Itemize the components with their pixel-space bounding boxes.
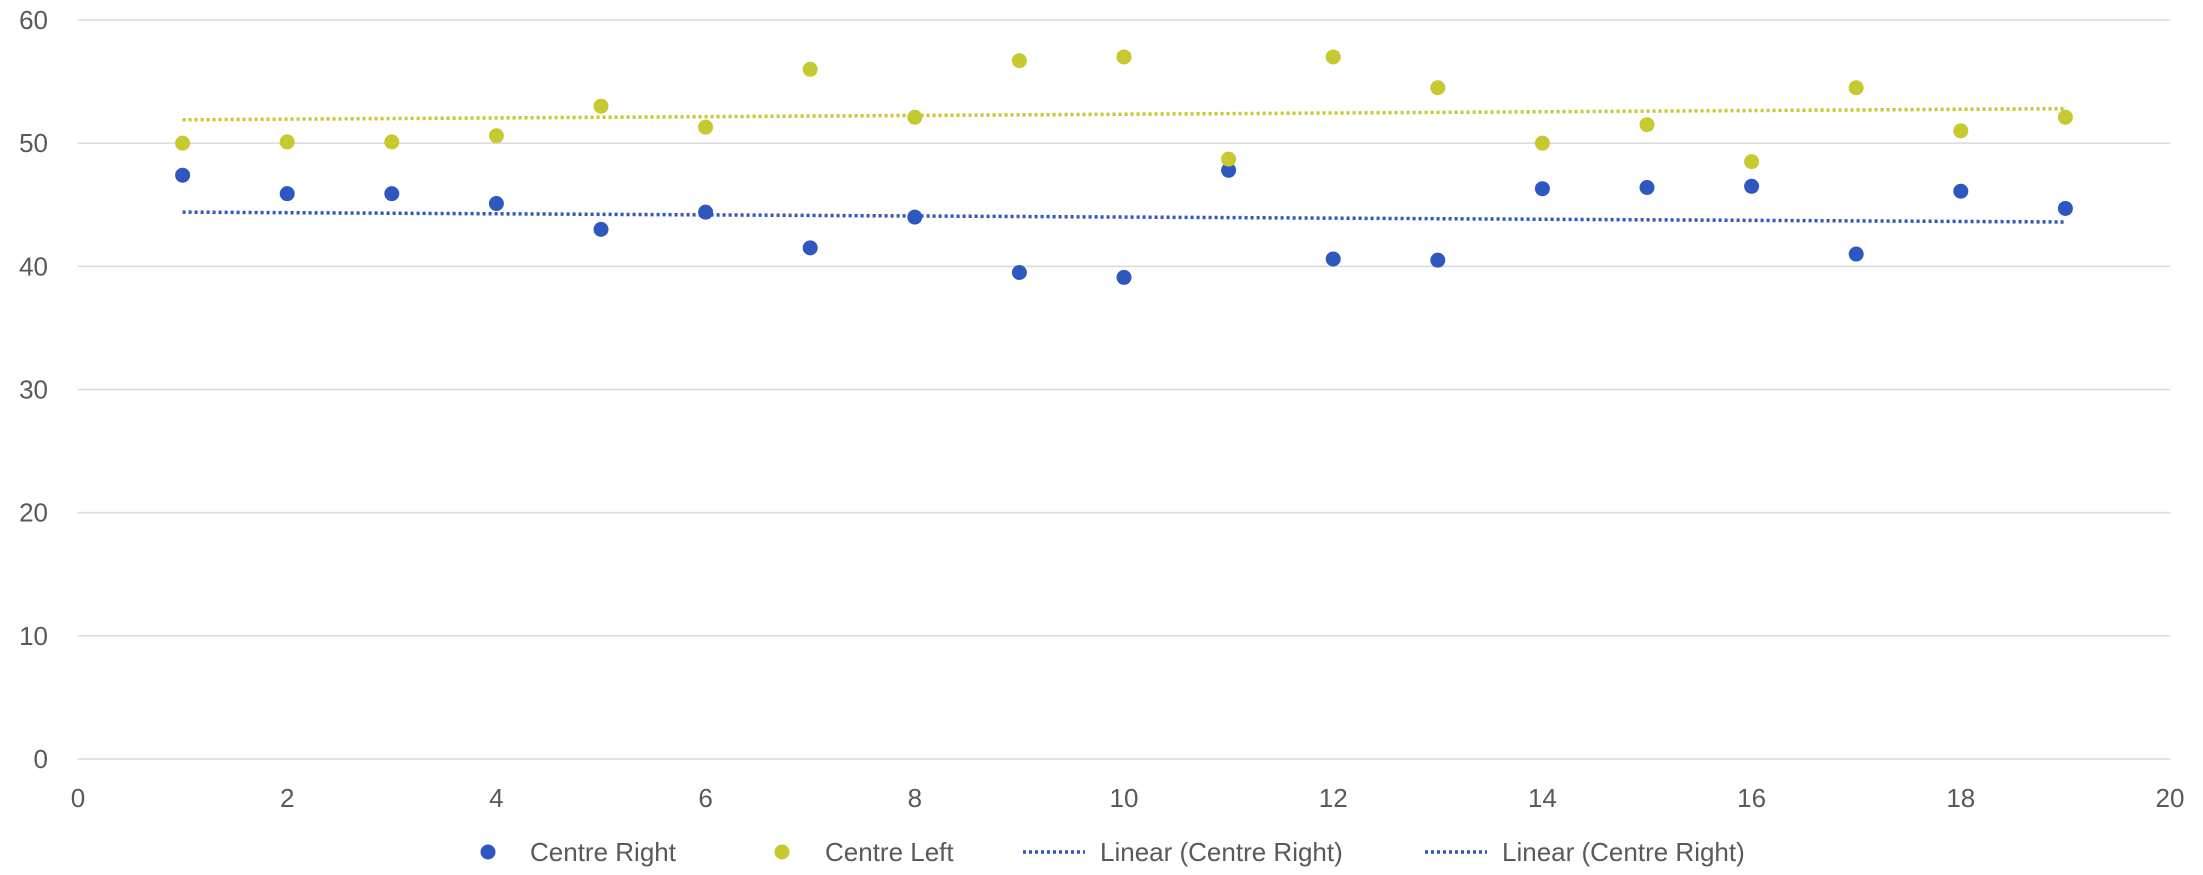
x-tick-label: 0 [71, 783, 85, 813]
x-tick-label: 4 [489, 783, 503, 813]
point-series-1 [2057, 109, 2073, 125]
point-series-0 [698, 204, 714, 220]
x-tick-label: 20 [2156, 783, 2185, 813]
point-series-1 [1221, 151, 1237, 167]
point-series-1 [802, 61, 818, 77]
y-tick-label: 0 [34, 744, 48, 774]
legend-label: Linear (Centre Right) [1502, 837, 1745, 867]
x-tick-label: 10 [1110, 783, 1139, 813]
x-tick-label: 16 [1737, 783, 1766, 813]
point-series-1 [1534, 135, 1550, 151]
point-series-0 [1430, 252, 1446, 268]
point-series-1 [907, 109, 923, 125]
y-axis-tick-labels: 0 10 20 30 40 50 60 [19, 5, 48, 774]
legend-label: Centre Left [825, 837, 954, 867]
point-series-0 [2057, 200, 2073, 216]
point-series-1 [1325, 49, 1341, 65]
x-tick-label: 6 [698, 783, 712, 813]
trendline-series-3 [182, 106, 2066, 122]
point-series-0 [175, 167, 191, 183]
point-series-1 [1639, 117, 1655, 133]
point-series-0 [1011, 264, 1027, 280]
legend-label: Linear (Centre Right) [1100, 837, 1343, 867]
point-series-1 [1011, 53, 1027, 69]
point-series-1 [1744, 154, 1760, 170]
point-series-0 [802, 240, 818, 256]
point-series-1 [1116, 49, 1132, 65]
point-series-0 [384, 186, 400, 202]
legend: Centre Right Centre Left Linear (Centre Ri… [480, 837, 1745, 867]
x-tick-label: 18 [1946, 783, 1975, 813]
point-series-0 [1116, 269, 1132, 285]
point-series-0 [1848, 246, 1864, 262]
point-series-0 [1221, 162, 1237, 178]
x-axis-tick-labels: 0 2 4 6 8 10 12 14 16 18 20 [71, 783, 2185, 813]
y-tick-label: 30 [19, 375, 48, 405]
point-series-0 [1744, 178, 1760, 194]
point-series-1 [279, 134, 295, 150]
x-tick-label: 14 [1528, 783, 1557, 813]
legend-label: Centre Right [530, 837, 677, 867]
point-series-1 [175, 135, 191, 151]
point-series-1 [593, 98, 609, 114]
y-tick-label: 10 [19, 621, 48, 651]
point-series-0 [907, 209, 923, 225]
point-series-1 [1430, 80, 1446, 96]
point-series-1 [1848, 80, 1864, 96]
point-series-0 [1534, 181, 1550, 197]
trendline-series-2 [182, 210, 2066, 224]
point-series-0 [488, 196, 504, 212]
point-series-0 [1325, 251, 1341, 267]
point-series-1 [384, 134, 400, 150]
y-tick-label: 20 [19, 498, 48, 528]
point-series-1 [1953, 123, 1969, 139]
legend-swatch-point [774, 844, 790, 860]
point-series-0 [1953, 183, 1969, 199]
point-series-0 [279, 186, 295, 202]
y-tick-label: 60 [19, 5, 48, 35]
point-series-0 [1639, 180, 1655, 196]
point-series-1 [698, 119, 714, 135]
trendlines [182, 106, 2066, 224]
point-series-0 [593, 221, 609, 237]
y-tick-label: 40 [19, 251, 48, 281]
y-tick-label: 50 [19, 128, 48, 158]
x-tick-label: 2 [280, 783, 294, 813]
gridlines [78, 19, 2170, 760]
point-series-1 [488, 128, 504, 144]
legend-swatch-point [480, 844, 496, 860]
x-tick-label: 12 [1319, 783, 1348, 813]
x-tick-label: 8 [908, 783, 922, 813]
data-points [175, 49, 2073, 285]
